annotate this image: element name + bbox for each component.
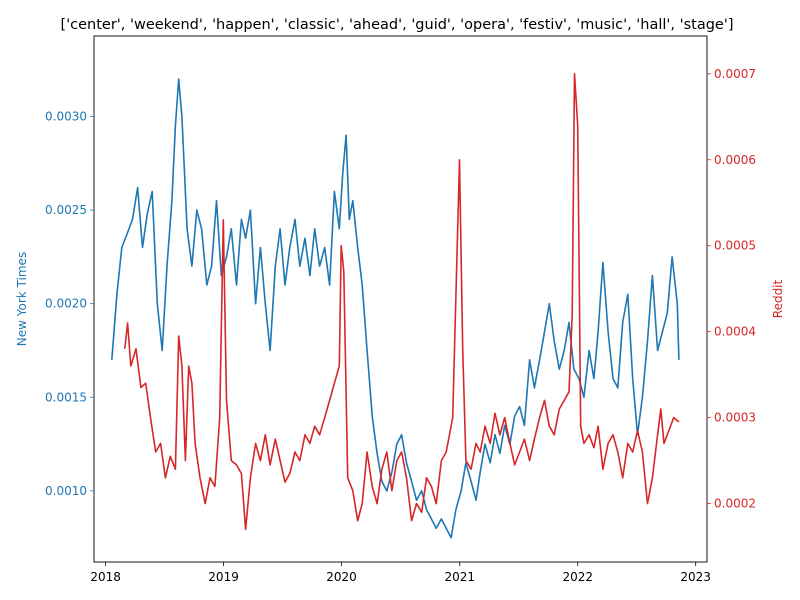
x-tick-label: 2022 bbox=[562, 570, 593, 584]
x-tick-label: 2023 bbox=[680, 570, 711, 584]
y-right-tick-label: 0.0007 bbox=[714, 67, 756, 81]
y-left-axis: 0.0010 0.0015 0.0020 0.0025 0.0030 bbox=[45, 109, 94, 498]
y-left-tick-label: 0.0020 bbox=[45, 297, 87, 311]
y-left-tick-label: 0.0025 bbox=[45, 203, 87, 217]
y-left-tick-label: 0.0010 bbox=[45, 484, 87, 498]
x-axis: 2018 2019 2020 2021 2022 2023 bbox=[90, 562, 711, 584]
y-left-tick-label: 0.0030 bbox=[45, 109, 87, 123]
plot-frame bbox=[93, 35, 708, 563]
x-tick-label: 2020 bbox=[326, 570, 357, 584]
y-right-tick-label: 0.0006 bbox=[714, 153, 756, 167]
series-line-reddit bbox=[123, 73, 680, 531]
y-right-axis-label: Reddit bbox=[771, 279, 785, 318]
y-right-tick-label: 0.0005 bbox=[714, 239, 756, 253]
series-layer bbox=[111, 73, 680, 539]
series-line-new-york-times bbox=[111, 78, 680, 539]
x-tick-label: 2019 bbox=[208, 570, 239, 584]
chart-title: ['center', 'weekend', 'happen', 'classic… bbox=[60, 17, 733, 33]
y-right-tick-label: 0.0004 bbox=[714, 325, 756, 339]
y-right-tick-label: 0.0002 bbox=[714, 497, 756, 511]
y-right-tick-label: 0.0003 bbox=[714, 411, 756, 425]
y-left-tick-label: 0.0015 bbox=[45, 390, 87, 404]
y-right-axis: 0.0002 0.0003 0.0004 0.0005 0.0006 0.0007 bbox=[707, 67, 756, 511]
x-tick-label: 2021 bbox=[445, 570, 476, 584]
y-left-axis-label: New York Times bbox=[15, 252, 29, 346]
x-tick-label: 2018 bbox=[90, 570, 121, 584]
